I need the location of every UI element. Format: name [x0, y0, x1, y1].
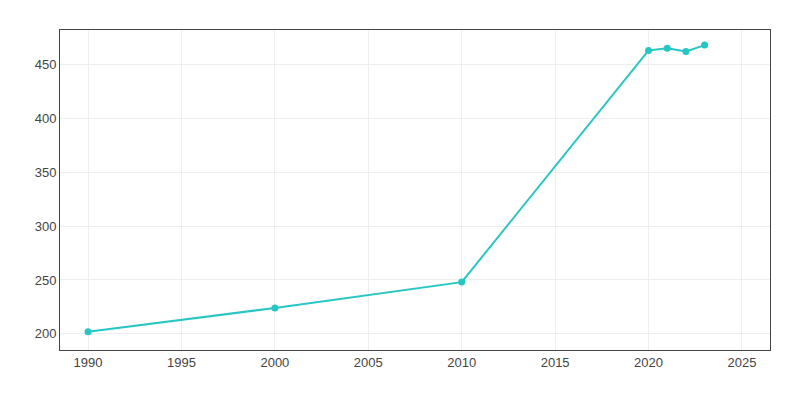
svg-text:1995: 1995 [167, 355, 196, 370]
svg-text:400: 400 [35, 111, 57, 126]
svg-text:2020: 2020 [634, 355, 663, 370]
svg-text:2025: 2025 [728, 355, 757, 370]
svg-text:350: 350 [35, 165, 57, 180]
svg-text:2000: 2000 [260, 355, 289, 370]
svg-text:450: 450 [35, 57, 57, 72]
svg-text:2010: 2010 [447, 355, 476, 370]
svg-text:1990: 1990 [74, 355, 103, 370]
svg-text:2015: 2015 [541, 355, 570, 370]
svg-text:250: 250 [35, 273, 57, 288]
svg-text:300: 300 [35, 219, 57, 234]
svg-text:200: 200 [35, 326, 57, 341]
svg-text:2005: 2005 [354, 355, 383, 370]
